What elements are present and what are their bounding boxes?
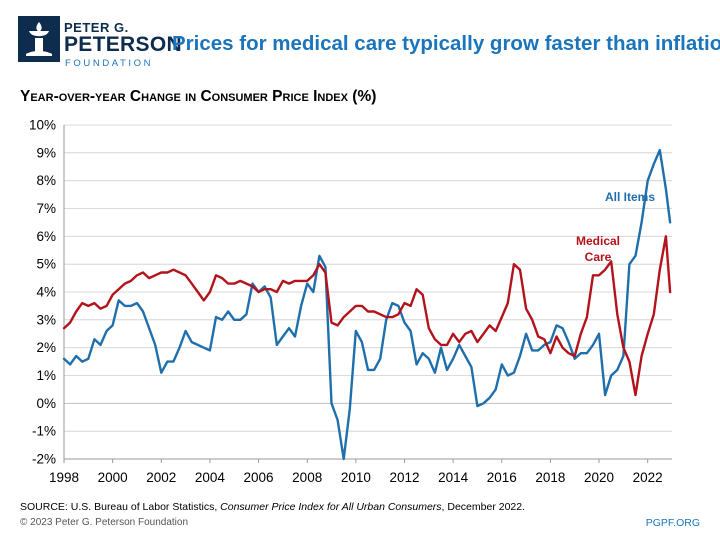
series-label-medical-care: Care [585, 250, 612, 264]
y-tick-label: -2% [32, 452, 56, 467]
logo-text-line1: PETER G. [64, 20, 129, 35]
x-tick-label: 2022 [633, 470, 663, 485]
x-tick-label: 2016 [487, 470, 517, 485]
pgpf-logo: PETER G. PETERSON FOUNDATION [18, 14, 182, 69]
website-link[interactable]: PGPF.ORG [645, 517, 700, 529]
copyright-note: © 2023 Peter G. Peterson Foundation [20, 517, 189, 528]
source-italic: Consumer Price Index for All Urban Consu… [220, 501, 442, 513]
x-tick-label: 2018 [535, 470, 565, 485]
y-tick-label: 4% [36, 285, 56, 300]
torch-logo-icon [18, 16, 60, 62]
series-label-medical-care: Medical [576, 234, 620, 248]
y-tick-label: 3% [36, 312, 56, 327]
series-line-medical-care [62, 235, 672, 397]
x-tick-label: 2000 [98, 470, 128, 485]
y-tick-label: 2% [36, 340, 56, 355]
y-tick-label: -1% [32, 424, 56, 439]
y-tick-label: 10% [29, 118, 56, 133]
y-tick-label: 5% [36, 257, 56, 272]
y-tick-label: 8% [36, 173, 56, 188]
y-tick-label: 9% [36, 145, 56, 160]
series-label-all-items: All Items [605, 190, 655, 204]
logo-text-line3: FOUNDATION [65, 58, 154, 69]
x-tick-label: 2014 [438, 470, 469, 485]
chart-subtitle: Year-over-year Change in Consumer Price … [20, 88, 377, 105]
y-tick-label: 0% [36, 396, 56, 411]
x-tick-label: 2020 [584, 470, 614, 485]
x-tick-label: 2002 [146, 470, 176, 485]
page-title: Prices for medical care typically grow f… [172, 32, 720, 55]
series-line-all-items [62, 148, 672, 461]
x-tick-label: 2008 [292, 470, 322, 485]
logo-text-line2: PETERSON [64, 33, 182, 56]
x-tick-label: 2012 [389, 470, 419, 485]
x-tick-label: 2010 [341, 470, 371, 485]
x-tick-label: 1998 [49, 470, 79, 485]
source-note: SOURCE: U.S. Bureau of Labor Statistics,… [20, 501, 525, 513]
x-tick-label: 2004 [195, 470, 226, 485]
source-suffix: , December 2022. [441, 501, 526, 513]
x-tick-label: 2006 [244, 470, 274, 485]
y-tick-label: 7% [36, 201, 56, 216]
y-tick-label: 6% [36, 229, 56, 244]
y-tick-label: 1% [36, 368, 56, 383]
source-prefix: SOURCE: U.S. Bureau of Labor Statistics, [20, 501, 221, 513]
